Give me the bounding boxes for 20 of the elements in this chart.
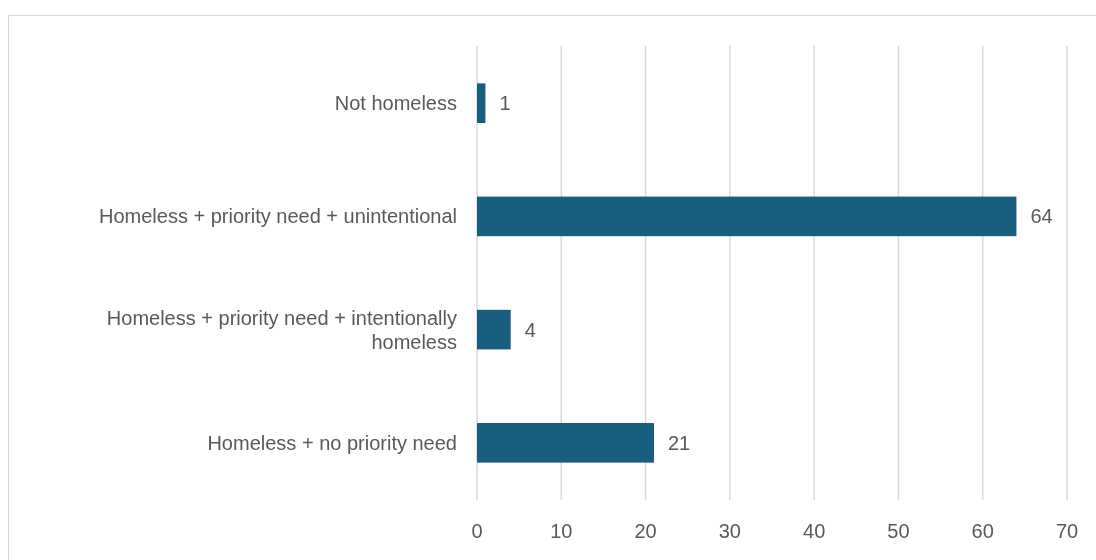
y-tick-label: Homeless + no priority need bbox=[207, 431, 457, 454]
x-tick-label: 60 bbox=[971, 520, 994, 542]
data-label: 21 bbox=[668, 431, 691, 454]
bar bbox=[477, 423, 654, 463]
x-tick-label: 10 bbox=[550, 520, 573, 542]
bar bbox=[477, 196, 1017, 237]
x-tick-label: 20 bbox=[634, 520, 657, 542]
y-tick-label: Homeless + priority need + unintentional bbox=[99, 205, 457, 228]
bar bbox=[477, 309, 511, 350]
y-tick-label: Homeless + priority need + intentionally homeless bbox=[106, 306, 457, 353]
x-tick-label: 30 bbox=[718, 520, 741, 542]
bar bbox=[477, 83, 486, 123]
data-label: 4 bbox=[524, 318, 536, 341]
x-tick-label: 50 bbox=[887, 520, 910, 542]
data-label: 1 bbox=[499, 92, 511, 115]
x-tick-label: 70 bbox=[1055, 520, 1079, 542]
x-tick-label: 0 bbox=[471, 520, 483, 542]
x-tick-label: 40 bbox=[803, 520, 826, 542]
y-tick-label: Not homeless bbox=[334, 92, 457, 115]
data-label: 64 bbox=[1030, 205, 1053, 228]
